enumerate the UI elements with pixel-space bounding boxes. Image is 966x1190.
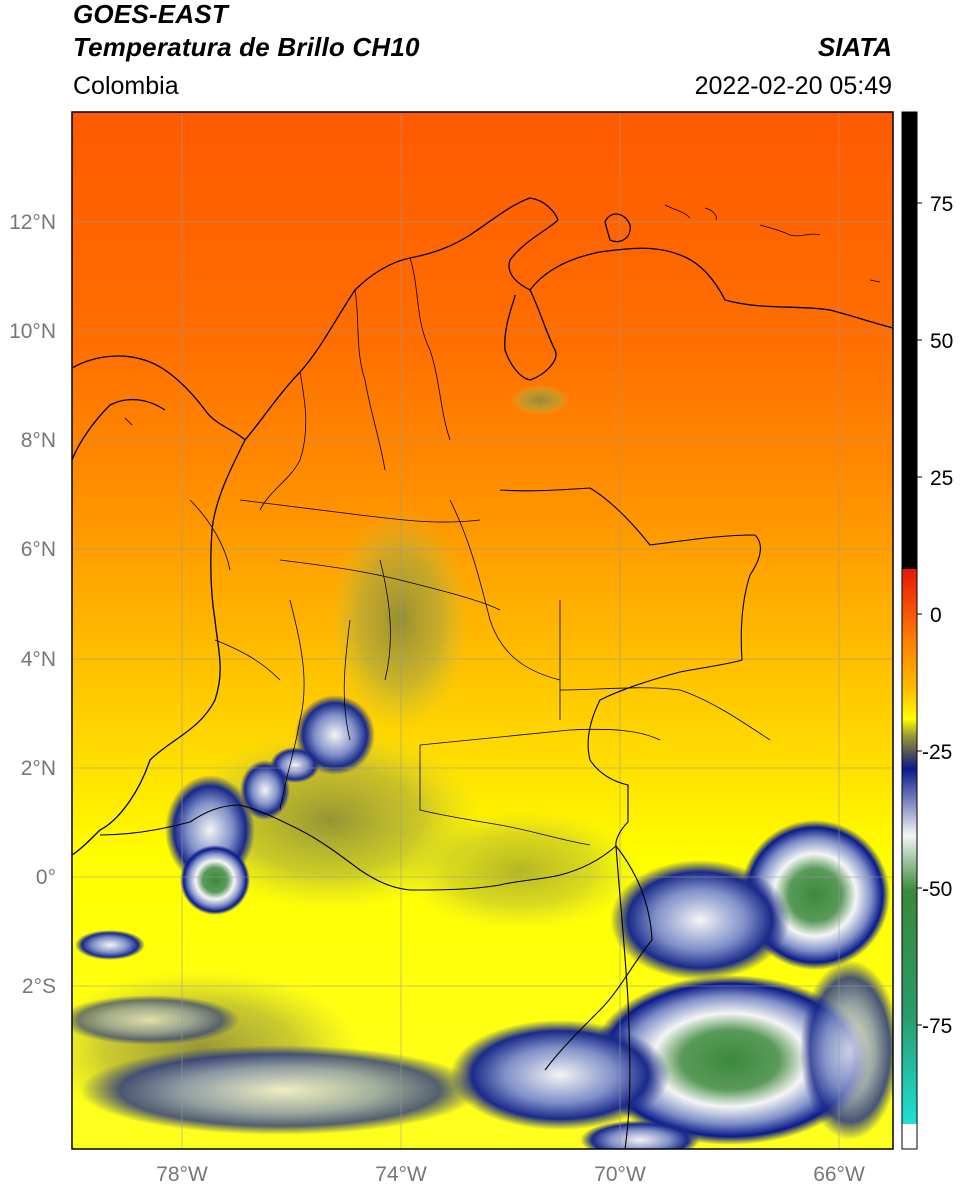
department-borders (189, 257, 771, 846)
map-title-line1: GOES-EAST (73, 0, 228, 29)
lat-tick-label: 10°N (9, 320, 56, 343)
colorbar-tick-label: 25 (930, 467, 953, 490)
lon-tick-label: 70°W (594, 1163, 646, 1186)
plot-frame (71, 111, 894, 1150)
source-label: SIATA (817, 32, 892, 62)
colorbar: 75 50 25 0 -25 -50 -75 (901, 111, 953, 1150)
lat-tick-label: 0° (36, 866, 56, 889)
colorbar-tick-label: 75 (930, 193, 953, 216)
map-title-line2: Temperatura de Brillo CH10 (73, 32, 420, 62)
lat-tick-label: 2°N (21, 757, 56, 780)
brightness-temperature-field (72, 112, 893, 1149)
colorbar-tick-label: -50 (922, 878, 952, 901)
region-label: Colombia (73, 72, 179, 100)
colorbar-tick-label: -75 (922, 1015, 952, 1038)
lat-tick-label: 4°N (21, 648, 56, 671)
lon-tick-labels: 78°W 74°W 70°W 66°W (156, 1163, 865, 1186)
lon-tick-label: 66°W (813, 1163, 865, 1186)
colorbar-black-segment (902, 112, 917, 569)
datetime-label: 2022-02-20 05:49 (694, 72, 892, 100)
lat-tick-label: 2°S (22, 975, 56, 998)
lat-tick-label: 8°N (21, 429, 56, 452)
lat-tick-label: 6°N (21, 538, 56, 561)
lat-tick-label: 12°N (9, 211, 56, 234)
colorbar-gradient-segment (902, 569, 917, 1124)
colorbar-frame (901, 111, 918, 1150)
lon-tick-label: 78°W (156, 1163, 208, 1186)
island-outlines (124, 204, 881, 426)
colorbar-tick-label: 0 (930, 604, 942, 627)
colorbar-tick-label: -25 (922, 741, 952, 764)
colorbar-tick-label: 50 (930, 330, 953, 353)
lon-tick-label: 74°W (375, 1163, 427, 1186)
lat-tick-labels: 12°N 10°N 8°N 6°N 4°N 2°N 0° 2°S (9, 211, 56, 998)
national-border (99, 487, 761, 1149)
colorbar-white-segment (902, 1124, 917, 1149)
graticule (72, 112, 893, 1149)
